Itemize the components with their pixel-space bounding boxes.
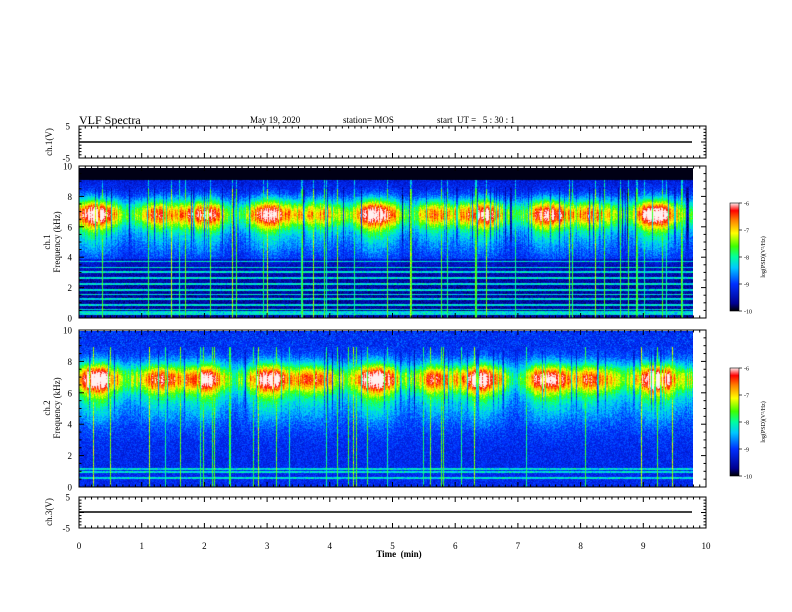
ch2-spectrogram-tick-label: 8 bbox=[68, 357, 73, 367]
colorbar-tick-label: -10 bbox=[744, 310, 752, 316]
ch2-spectrogram-channel-label: ch.2 bbox=[42, 400, 52, 415]
colorbar-tick-label: -8 bbox=[744, 421, 749, 427]
ch1-spectrogram-image bbox=[79, 168, 693, 318]
ch2-spectrogram-tick-label: 4 bbox=[68, 420, 73, 430]
ch2-spectrogram-tick-label: 2 bbox=[68, 451, 73, 461]
x-tick-label: 3 bbox=[265, 541, 270, 551]
ch1-colorbar-label: log(PSD)(V²/Hz) bbox=[760, 236, 767, 277]
ch1-spectrogram-tick-label: 10 bbox=[63, 162, 73, 172]
x-tick-label: 6 bbox=[453, 541, 458, 551]
ch2-colorbar-label: log(PSD)(V²/Hz) bbox=[760, 401, 767, 442]
ch3-waveform-tick-label: 5 bbox=[66, 493, 71, 503]
ch1-spectrogram-tick-label: 4 bbox=[68, 253, 73, 263]
x-tick-label: 10 bbox=[702, 541, 712, 551]
start-time-label: start UT = 5 : 30 : 1 bbox=[437, 115, 515, 125]
ch1-colorbar: -6 -7 -8 -9 -10 log(PSD)(V²/Hz) bbox=[729, 202, 767, 316]
ch1-spectrogram-tick-label: 6 bbox=[68, 222, 73, 232]
date-label: May 19, 2020 bbox=[250, 115, 301, 125]
colorbar-tick-label: -6 bbox=[744, 367, 749, 373]
colorbar-tick-label: -10 bbox=[744, 475, 752, 481]
ch1-spectrogram-tick-label: 8 bbox=[68, 192, 73, 202]
ch1-waveform-tick-label: 5 bbox=[66, 122, 71, 132]
chart-title: VLF Spectra bbox=[79, 113, 141, 127]
ch2-spectrogram-tick-label: 0 bbox=[68, 483, 73, 493]
ch1-spectrogram-channel-label: ch.1 bbox=[42, 234, 52, 249]
station-label: station= MOS bbox=[343, 115, 394, 125]
x-tick-label: 4 bbox=[328, 541, 333, 551]
colorbar-tick-label: -8 bbox=[744, 256, 749, 262]
ch1-waveform-tick-label: -5 bbox=[63, 154, 71, 164]
ch1-spectrogram-tick-label: 2 bbox=[68, 283, 73, 293]
ch2-spectrogram-tick-label: 10 bbox=[63, 326, 73, 336]
x-tick-label: 5 bbox=[390, 541, 395, 551]
axis-ticks bbox=[78, 125, 707, 529]
ch3-waveform-ylabel: ch.3(V) bbox=[44, 498, 54, 526]
ch2-spectrogram-tick-label: 6 bbox=[68, 388, 73, 398]
x-axis-label: Time (min) bbox=[376, 549, 421, 559]
colorbar-tick-label: -6 bbox=[744, 202, 749, 208]
colorbar-tick-label: -7 bbox=[744, 394, 749, 400]
x-tick-label: 7 bbox=[516, 541, 521, 551]
colorbar-tick-label: -9 bbox=[744, 448, 749, 454]
ch1-waveform-ylabel: ch.1(V) bbox=[44, 128, 54, 156]
x-tick-label: 8 bbox=[578, 541, 583, 551]
ch1-spectrogram-tick-label: 0 bbox=[68, 314, 73, 324]
x-tick-label: 0 bbox=[77, 541, 82, 551]
colorbar-tick-label: -9 bbox=[744, 283, 749, 289]
ch3-waveform-tick-label: -5 bbox=[63, 524, 71, 534]
ch2-spectrogram-ylabel: Frequency (kHz) bbox=[52, 377, 62, 438]
x-tick-label: 1 bbox=[139, 541, 144, 551]
ch1-spectrogram-ylabel: Frequency (kHz) bbox=[52, 211, 62, 272]
ch2-spectrogram-image bbox=[79, 331, 693, 487]
colorbar-tick-label: -7 bbox=[744, 229, 749, 235]
ch2-colorbar: -6 -7 -8 -9 -10 log(PSD)(V²/Hz) bbox=[729, 367, 767, 481]
axis-labels: 0 1 2 3 4 5 6 7 8 9 10 5 -5 0 2 4 6 8 10 0 2 4 6 8 10 5 -5 bbox=[63, 122, 712, 552]
x-tick-label: 9 bbox=[641, 541, 646, 551]
x-tick-label: 2 bbox=[202, 541, 207, 551]
